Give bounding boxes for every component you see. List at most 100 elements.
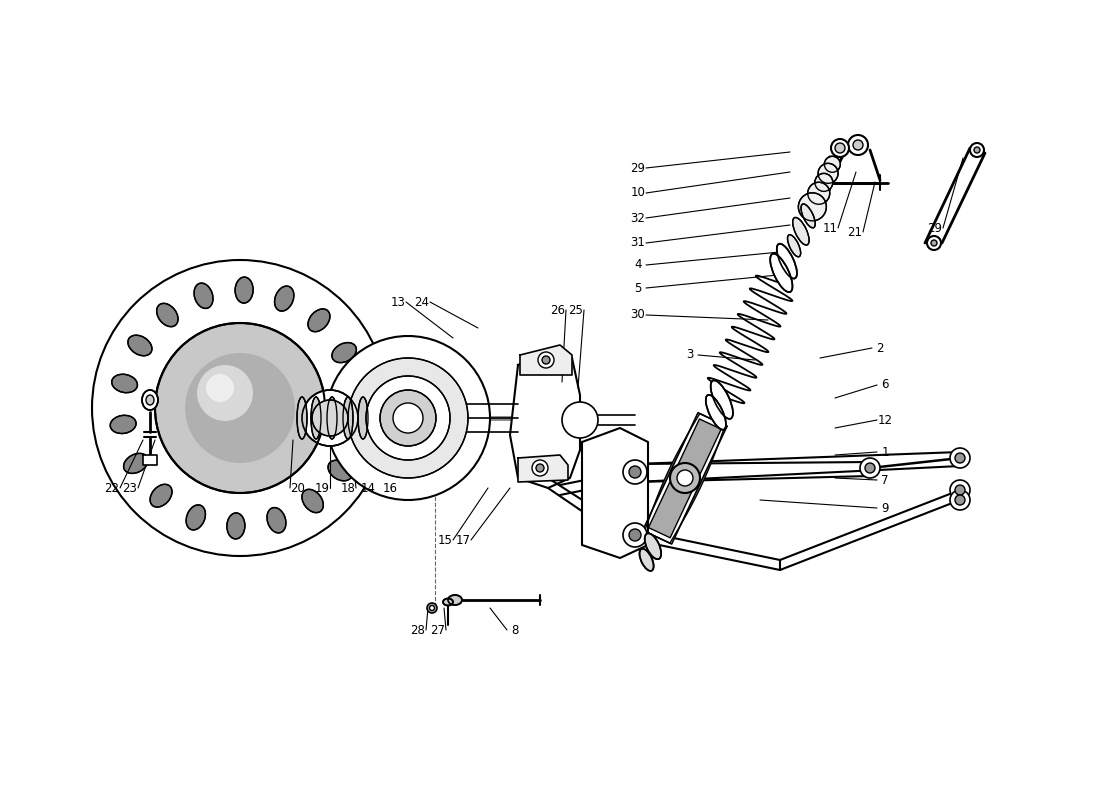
Text: 12: 12 [878,414,892,426]
Circle shape [835,143,845,153]
Circle shape [348,358,468,478]
Ellipse shape [448,595,462,605]
Text: 13: 13 [390,295,406,309]
Circle shape [830,139,849,157]
Text: 16: 16 [383,482,397,494]
Text: 7: 7 [881,474,889,486]
Circle shape [629,529,641,541]
Ellipse shape [275,286,294,311]
Circle shape [931,240,937,246]
Polygon shape [143,455,157,465]
Text: 14: 14 [361,482,375,494]
Ellipse shape [342,423,369,442]
Ellipse shape [711,380,733,419]
Text: 29: 29 [927,222,943,234]
Ellipse shape [128,335,152,356]
Text: 10: 10 [630,186,646,199]
Circle shape [379,390,436,446]
Ellipse shape [328,460,352,481]
Text: 2: 2 [877,342,883,354]
Circle shape [427,603,437,613]
Circle shape [623,523,647,547]
Circle shape [197,365,253,421]
Circle shape [927,236,940,250]
Polygon shape [642,413,727,544]
Circle shape [950,490,970,510]
Text: 5: 5 [635,282,641,294]
Text: 8: 8 [512,623,519,637]
Ellipse shape [358,397,368,439]
Ellipse shape [150,484,172,507]
Circle shape [824,156,840,172]
Ellipse shape [308,309,330,332]
Text: 6: 6 [881,378,889,391]
Text: 3: 3 [686,349,694,362]
Circle shape [950,448,970,468]
Text: 15: 15 [438,534,452,546]
Ellipse shape [443,598,453,606]
Text: 22: 22 [104,482,120,494]
Circle shape [312,400,348,436]
Polygon shape [649,419,722,538]
Ellipse shape [777,244,796,278]
Ellipse shape [343,397,353,439]
Circle shape [815,174,833,191]
Circle shape [429,606,434,610]
Text: 11: 11 [823,222,837,234]
Circle shape [955,485,965,495]
Ellipse shape [302,490,323,513]
Circle shape [955,495,965,505]
Text: 21: 21 [847,226,862,238]
Text: 19: 19 [315,482,330,494]
Circle shape [860,458,880,478]
Circle shape [955,453,965,463]
Polygon shape [811,156,840,200]
Ellipse shape [332,342,356,362]
Ellipse shape [311,397,321,439]
Circle shape [302,390,358,446]
Circle shape [393,403,424,433]
Ellipse shape [112,374,138,393]
Text: 4: 4 [635,258,641,271]
Ellipse shape [639,549,653,571]
Ellipse shape [770,254,792,292]
Ellipse shape [235,277,253,303]
Polygon shape [518,455,568,482]
Text: 20: 20 [290,482,306,494]
Ellipse shape [227,513,245,539]
Circle shape [326,336,490,500]
Ellipse shape [146,395,154,405]
Ellipse shape [788,234,801,257]
Circle shape [623,460,647,484]
Ellipse shape [186,505,206,530]
Circle shape [950,480,970,500]
Ellipse shape [110,415,136,434]
Ellipse shape [142,390,158,410]
Circle shape [670,463,700,493]
Circle shape [974,147,980,153]
Text: 23: 23 [122,482,138,494]
Circle shape [799,193,826,221]
Circle shape [852,140,864,150]
Circle shape [562,402,598,438]
Circle shape [970,143,985,157]
Circle shape [807,182,829,204]
Circle shape [676,470,693,486]
Ellipse shape [327,397,337,439]
Ellipse shape [297,397,307,439]
Circle shape [542,356,550,364]
Circle shape [818,163,838,183]
Ellipse shape [793,218,810,245]
Circle shape [155,323,324,493]
Text: 24: 24 [415,295,429,309]
Circle shape [865,463,874,473]
Text: 25: 25 [569,303,583,317]
Polygon shape [510,350,580,488]
Circle shape [206,374,234,402]
Polygon shape [582,428,648,558]
Text: 18: 18 [341,482,355,494]
Circle shape [848,135,868,155]
Ellipse shape [194,283,213,309]
Text: 32: 32 [630,211,646,225]
Text: 28: 28 [410,623,426,637]
